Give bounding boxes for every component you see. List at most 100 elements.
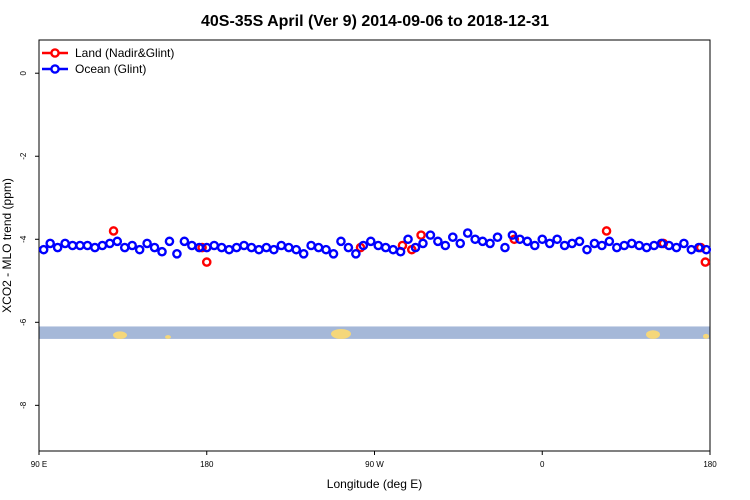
ocean-point [425,230,436,240]
ocean-point [134,244,145,255]
ocean-point [440,240,451,251]
land-point [108,226,119,236]
ocean-point [544,238,555,249]
y-tick-label: -6 [19,318,28,326]
ocean-point [477,236,488,247]
ocean-point [470,234,480,245]
map-strip [39,326,710,339]
legend-marker [50,64,60,74]
ocean-point [358,240,369,251]
ocean-point [38,244,49,255]
ocean-point [418,238,428,249]
ocean-point [269,244,279,255]
ocean-point [574,236,585,247]
ocean-point [224,244,234,255]
ocean-point [552,234,562,245]
ocean-point [403,234,413,245]
ocean-point [395,246,406,257]
ocean-point [254,244,264,255]
ocean-point [291,244,302,255]
ocean-point [351,249,361,259]
ocean-point [500,242,510,253]
map-land-patch [331,328,351,339]
ocean-point [529,240,540,251]
ocean-point [559,240,570,251]
ocean-point [119,242,130,253]
land-point [201,257,212,267]
ocean-point [75,240,85,251]
ocean-point [90,242,100,253]
ocean-point [462,228,473,238]
ocean-point [701,244,712,255]
x-tick-label: 180 [703,460,717,469]
ocean-point [589,238,600,249]
ocean-point [343,242,354,253]
ocean-point [679,238,689,249]
data-points [38,226,712,267]
ocean-point [582,244,592,255]
y-tick-label: 0 [19,70,28,75]
ocean-point [45,238,55,249]
y-axis: 0 -2 -4 -6 -8 [19,70,39,409]
legend: Land (Nadir&Glint) Ocean (Glint) [42,46,174,76]
ocean-point [373,240,384,251]
ocean-point [507,230,518,240]
chart-title: 40S-35S April (Ver 9) 2014-09-06 to 2018… [201,13,549,30]
ocean-point [388,244,398,255]
land-point [601,226,612,236]
ocean-point [313,242,324,253]
x-axis-label: Longitude (deg E) [327,477,422,491]
ocean-point [455,238,466,249]
ocean-point [567,238,577,249]
x-tick-label: 0 [540,460,545,469]
map-land-patch [703,333,709,339]
ocean-point [537,234,548,245]
ocean-point [365,236,376,247]
map-land-patch [646,330,660,339]
ocean-point [641,242,652,253]
ocean-point [447,232,458,242]
ocean-point [142,238,152,249]
ocean-point [246,242,257,253]
x-tick-label: 90 E [31,460,47,469]
ocean-point [664,240,674,251]
ocean-point [612,242,622,253]
ocean-point [626,238,637,249]
land-point [700,257,711,267]
map-land-patch [113,331,127,339]
ocean-point [656,238,667,249]
map-ocean-band [39,326,710,339]
ocean-point [649,240,659,251]
ocean-point [634,240,644,251]
ocean-point [164,236,175,247]
ocean-point [105,238,115,249]
ocean-point [619,240,630,251]
legend-label: Land (Nadir&Glint) [75,46,174,60]
ocean-point [127,240,137,251]
ocean-point [336,236,346,247]
ocean-point [209,240,220,251]
x-tick-label: 90 W [365,460,384,469]
map-land-patch [165,335,171,339]
x-axis: 90 E 180 90 W 0 180 [31,451,717,469]
ocean-point [187,240,197,251]
ocean-point [60,238,70,249]
ocean-point [67,240,78,251]
ocean-point [239,240,249,251]
ocean-point [179,236,190,247]
ocean-point [97,240,108,251]
ocean-point [82,240,93,251]
ocean-point [380,242,391,253]
x-tick-label: 180 [200,460,214,469]
y-tick-label: -2 [19,152,28,160]
ocean-point [283,242,294,253]
ocean-point [485,238,495,249]
ocean-point [321,244,331,255]
ocean-point [492,232,503,242]
ocean-point [433,236,443,247]
y-tick-label: -4 [19,235,28,243]
y-axis-label: XCO2 - MLO trend (ppm) [0,178,14,313]
ocean-point [276,240,287,251]
ocean-point [597,240,607,251]
